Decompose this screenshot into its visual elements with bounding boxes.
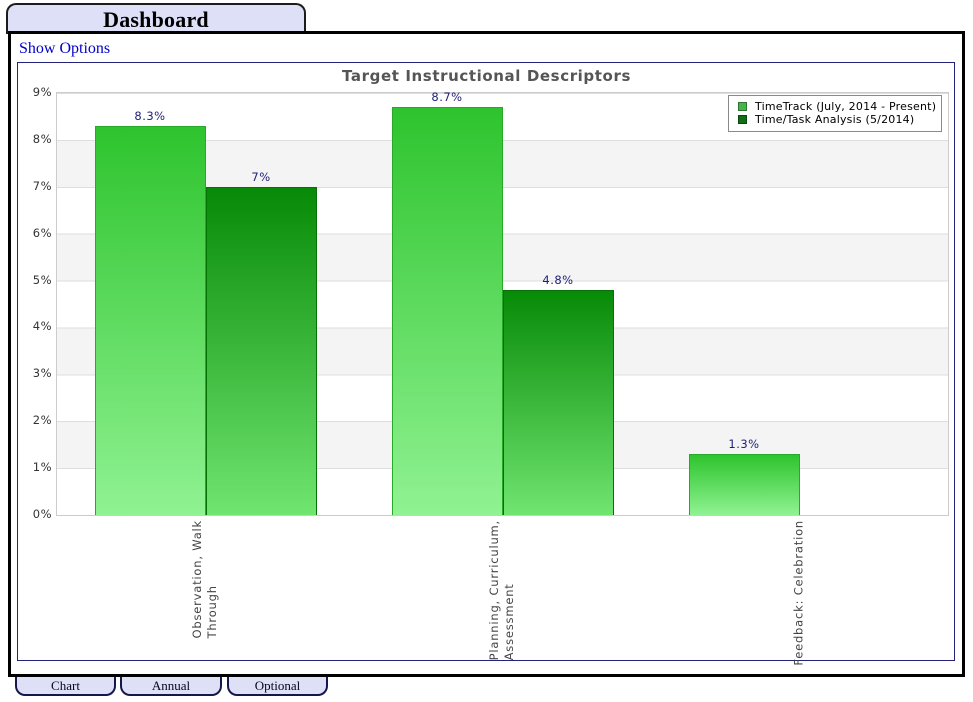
bar-series1-cat3[interactable] — [688, 454, 800, 515]
bar-value-label: 8.3% — [134, 108, 166, 123]
legend-swatch-icon — [738, 102, 747, 111]
category-label: Planning, Curriculum, Assessment — [486, 520, 516, 661]
y-tick-label: 7% — [32, 178, 52, 193]
tab-chart[interactable]: Chart — [15, 677, 116, 696]
bar-series1-cat1[interactable] — [94, 125, 206, 515]
category-label: Observation, Walk Through — [189, 520, 219, 639]
tab-dashboard-label: Dashboard — [103, 6, 209, 32]
y-tick-label: 5% — [32, 272, 52, 287]
legend-item: Time/Task Analysis (5/2014) — [735, 113, 935, 126]
legend-label: Time/Task Analysis (5/2014) — [755, 113, 915, 126]
bar-value-label: 7% — [251, 169, 271, 184]
bar-value-label: 8.7% — [431, 90, 463, 105]
y-tick-label: 2% — [32, 413, 52, 428]
y-tick-label: 9% — [32, 85, 52, 99]
bar-value-label: 4.8% — [542, 272, 574, 287]
tab-optional[interactable]: Optional — [227, 677, 328, 696]
category-label: Feedback: Celebration — [791, 520, 805, 666]
bar-series2-cat1[interactable] — [205, 186, 317, 515]
y-tick-label: 4% — [32, 319, 52, 334]
y-tick-label: 8% — [32, 131, 52, 146]
y-tick-label: 6% — [32, 225, 52, 240]
y-tick-label: 3% — [32, 366, 52, 381]
bar-value-label: 1.3% — [728, 437, 760, 452]
chart-title: Target Instructional Descriptors — [342, 67, 631, 85]
legend-item: TimeTrack (July, 2014 - Present) — [735, 100, 937, 113]
tab-annual[interactable]: Annual — [120, 677, 222, 696]
legend-label: TimeTrack (July, 2014 - Present) — [755, 100, 937, 113]
bar-series2-cat2[interactable] — [502, 289, 614, 515]
y-tick-label: 0% — [32, 507, 52, 521]
y-tick-label: 1% — [32, 460, 52, 475]
show-options-link[interactable]: Show Options — [19, 40, 111, 57]
bar-series1-cat2[interactable] — [391, 107, 503, 515]
plot-area: 8.3% 8.7% 1.3% 7% 4.8% — [56, 90, 949, 516]
legend-swatch-icon — [738, 115, 747, 124]
tab-dashboard[interactable]: Dashboard — [6, 3, 306, 34]
chart-legend: TimeTrack (July, 2014 - Present) Time/Tas… — [728, 95, 942, 132]
